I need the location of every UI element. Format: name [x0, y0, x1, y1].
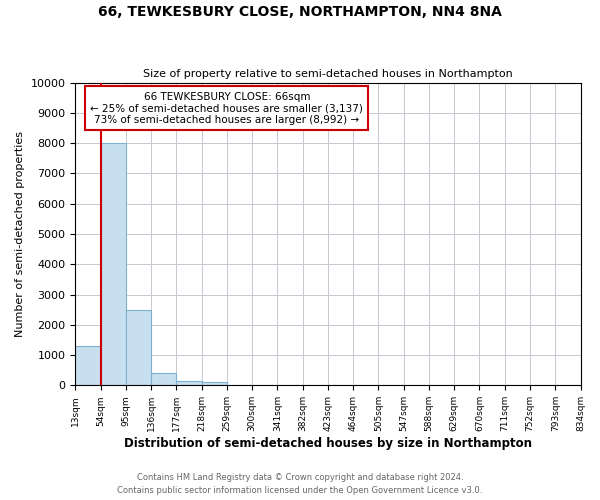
Y-axis label: Number of semi-detached properties: Number of semi-detached properties: [15, 131, 25, 337]
Bar: [151, 373, 176, 386]
Text: 66, TEWKESBURY CLOSE, NORTHAMPTON, NN4 8NA: 66, TEWKESBURY CLOSE, NORTHAMPTON, NN4 8…: [98, 5, 502, 19]
Bar: [75, 346, 101, 386]
Bar: [101, 143, 126, 386]
Title: Size of property relative to semi-detached houses in Northampton: Size of property relative to semi-detach…: [143, 69, 513, 79]
Bar: [126, 310, 151, 386]
X-axis label: Distribution of semi-detached houses by size in Northampton: Distribution of semi-detached houses by …: [124, 437, 532, 450]
Bar: [176, 381, 202, 386]
Text: Contains HM Land Registry data © Crown copyright and database right 2024.
Contai: Contains HM Land Registry data © Crown c…: [118, 474, 482, 495]
Bar: [202, 382, 227, 386]
Text: 66 TEWKESBURY CLOSE: 66sqm
← 25% of semi-detached houses are smaller (3,137)
73%: 66 TEWKESBURY CLOSE: 66sqm ← 25% of semi…: [91, 92, 363, 125]
